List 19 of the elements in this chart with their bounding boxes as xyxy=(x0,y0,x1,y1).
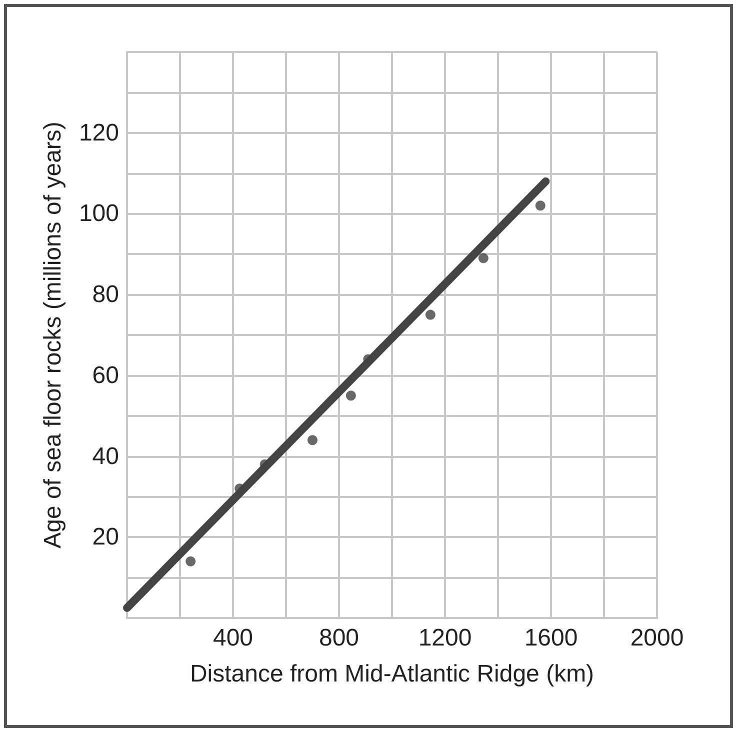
point xyxy=(478,253,488,264)
x-axis-title: Distance from Mid-Atlantic Ridge (km) xyxy=(190,660,594,688)
x-tick-label: 1600 xyxy=(524,624,578,652)
point xyxy=(346,390,356,401)
x-tick-label: 400 xyxy=(212,624,254,652)
point xyxy=(425,310,436,320)
point xyxy=(535,200,546,211)
y-axis-title: Age of sea floor rocks (millions of years) xyxy=(40,122,66,548)
y-tick-label: 40 xyxy=(92,442,119,470)
x-tick-label: 800 xyxy=(318,624,360,652)
x-tick-label: 2000 xyxy=(630,624,684,652)
y-tick-label: 60 xyxy=(92,362,119,389)
x-tick-label: 1200 xyxy=(418,624,472,652)
y-tick-label: 120 xyxy=(78,119,119,146)
y-tick-label: 100 xyxy=(78,200,119,228)
y-tick-label: 80 xyxy=(92,281,119,308)
y-tick-label: 20 xyxy=(92,524,119,551)
point xyxy=(308,435,318,446)
point xyxy=(186,556,196,566)
